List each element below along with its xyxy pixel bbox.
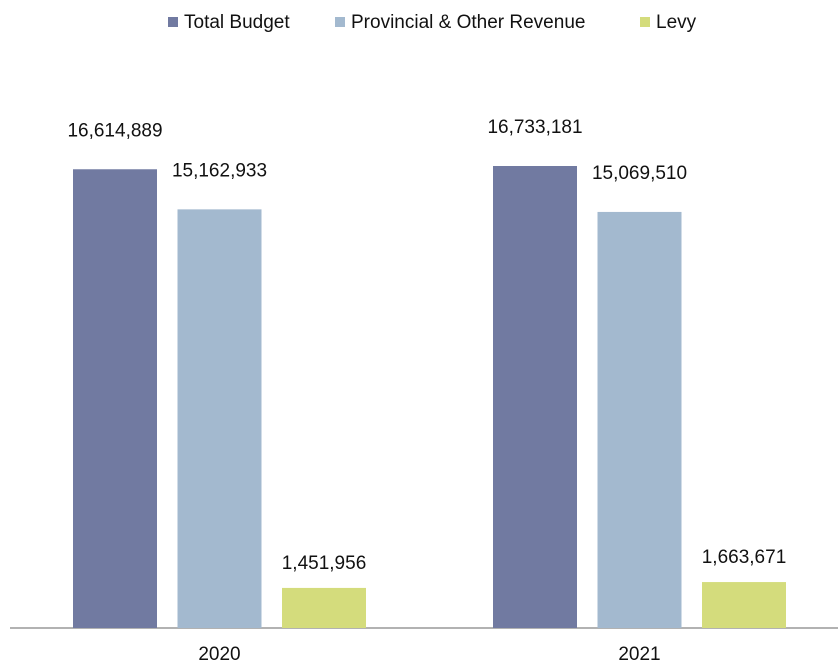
bar [282, 587, 366, 628]
legend-label: Provincial & Other Revenue [351, 12, 585, 33]
legend-label: Levy [656, 12, 697, 33]
data-label: 16,614,889 [67, 120, 162, 141]
bar [597, 211, 682, 628]
data-label: 15,069,510 [592, 163, 687, 184]
legend-label: Total Budget [184, 12, 290, 33]
data-label: 1,451,956 [282, 553, 367, 574]
data-label: 1,663,671 [702, 547, 787, 568]
legend-swatch [335, 17, 345, 27]
x-tick-label: 2020 [198, 644, 240, 664]
bar [702, 582, 786, 628]
bar [177, 209, 262, 628]
x-tick-label: 2021 [618, 644, 660, 664]
data-label: 15,162,933 [172, 160, 267, 181]
legend-swatch [168, 17, 178, 27]
legend-swatch [640, 17, 650, 27]
data-label: 16,733,181 [487, 117, 582, 138]
bar [493, 166, 577, 628]
bar [73, 169, 157, 628]
